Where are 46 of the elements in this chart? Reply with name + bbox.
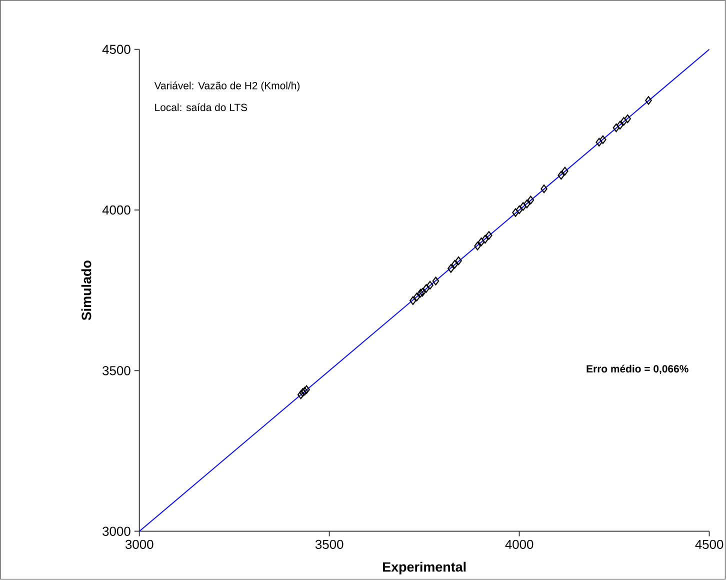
point	[482, 235, 489, 244]
annotation: Erro médio = 0,066%	[586, 364, 688, 374]
y-tick-label: 3500	[102, 366, 130, 376]
point	[422, 284, 430, 293]
point	[562, 166, 568, 176]
x-axis-title: Experimental	[383, 562, 466, 575]
y-tick-label: 3000	[102, 526, 130, 536]
point	[448, 264, 454, 273]
point	[527, 196, 534, 205]
x-tick-label: 4000	[505, 540, 534, 550]
y-tick-label: 4500	[102, 44, 130, 54]
y-axis-title: Simulado	[81, 260, 92, 320]
point	[645, 96, 652, 105]
point	[540, 184, 548, 194]
point	[419, 288, 426, 297]
point	[512, 208, 519, 218]
y-tick-label: 4000	[102, 206, 130, 215]
point	[624, 114, 631, 124]
point	[516, 206, 523, 214]
point	[299, 388, 306, 397]
point	[616, 121, 624, 130]
point	[520, 202, 527, 211]
point	[432, 276, 440, 286]
x-tick-label: 3500	[315, 540, 344, 550]
point	[451, 260, 458, 269]
point	[612, 124, 620, 132]
point	[410, 296, 416, 306]
point	[455, 256, 462, 266]
point	[297, 390, 304, 400]
point	[478, 238, 485, 246]
point	[486, 231, 492, 240]
point	[558, 171, 564, 180]
point	[426, 281, 434, 290]
point	[474, 242, 481, 250]
point	[417, 289, 424, 298]
point	[620, 117, 628, 126]
point	[524, 200, 530, 208]
x-tick-label: 3000	[125, 540, 154, 550]
point	[600, 135, 606, 144]
point	[303, 385, 310, 394]
annotation: Variável: Vazão de H2 (Kmol/h)	[154, 82, 300, 92]
point	[301, 387, 308, 396]
point	[413, 292, 420, 302]
point	[596, 138, 602, 147]
x-tick-label: 4500	[695, 540, 724, 550]
annotation: Local: saída do LTS	[155, 103, 248, 112]
